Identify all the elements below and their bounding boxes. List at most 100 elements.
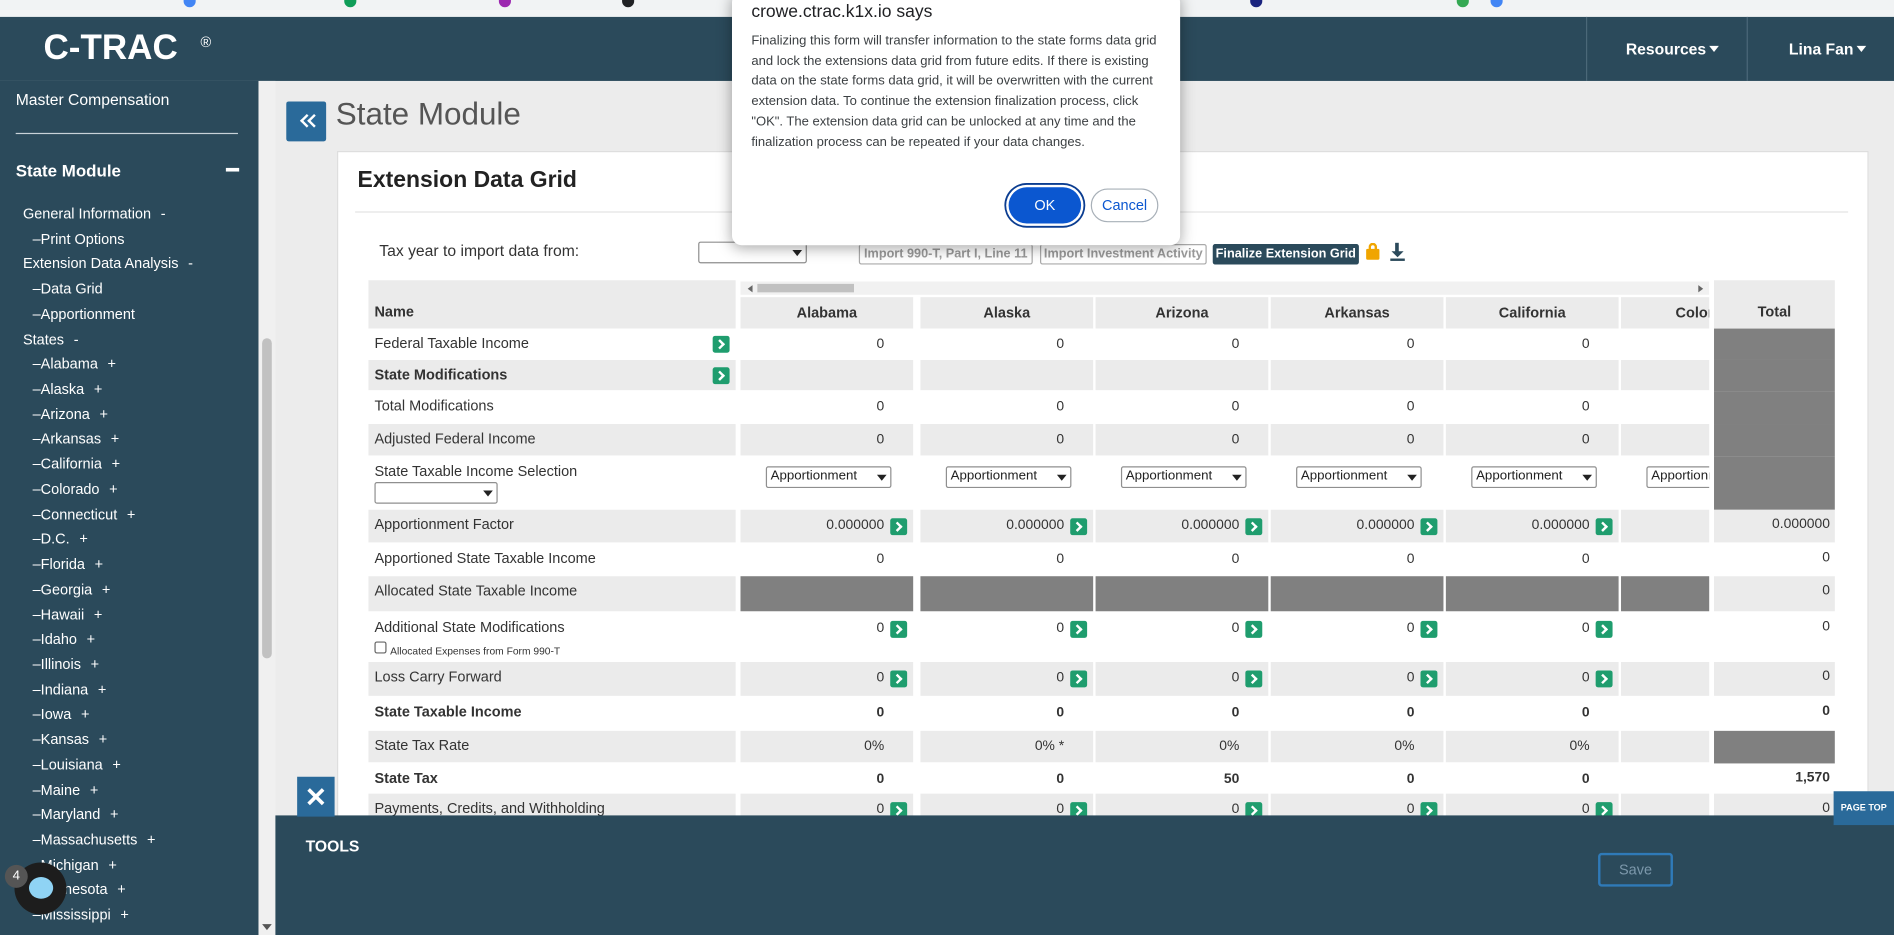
chevron [1597, 624, 1609, 635]
sidebar-row[interactable]: –Data Grid [33, 280, 103, 297]
column-header: Name [374, 303, 414, 321]
toolbar-button[interactable]: Import 990-T, Part I, Line 11 [858, 244, 1033, 265]
sidebar-toggle: + [109, 480, 118, 498]
arrow-button[interactable] [1070, 802, 1088, 820]
sidebar-row[interactable]: –Alaska + [33, 381, 103, 398]
sidebar-row[interactable]: Extension Data Analysis - [23, 255, 193, 272]
arrow-button[interactable] [712, 367, 730, 385]
sidebar-row[interactable]: –Connecticut + [33, 506, 136, 523]
arrow-button[interactable] [1595, 802, 1613, 820]
arrow-button[interactable] [890, 620, 908, 638]
cell-value: 0 [1406, 705, 1415, 720]
sidebar-row[interactable]: –Maryland + [33, 806, 119, 823]
sidebar-item: –Alaska [32, 380, 85, 398]
sidebar-row[interactable]: –Maine + [33, 781, 99, 798]
arrow-button[interactable] [712, 335, 730, 353]
arrow-button[interactable] [1420, 620, 1438, 638]
arrow-button[interactable] [1595, 518, 1613, 536]
sidebar-row[interactable]: –Indiana + [33, 681, 107, 698]
toolbar-button[interactable]: Finalize Extension Grid [1212, 244, 1359, 265]
cell-value: 0 [1056, 432, 1065, 447]
close-button[interactable] [297, 776, 335, 817]
checkbox[interactable] [374, 641, 387, 654]
back-button[interactable] [286, 101, 327, 142]
sidebar-link[interactable]: Master Compensation [15, 90, 170, 109]
name-cell [368, 730, 736, 763]
sidebar-row[interactable]: –Georgia + [33, 581, 111, 598]
sidebar-row[interactable]: –Apportionment [33, 305, 135, 322]
arrow-button[interactable] [1420, 670, 1438, 688]
sidebar-row[interactable]: –Print Options [33, 230, 125, 247]
arrow-button[interactable] [1245, 670, 1263, 688]
select[interactable] [374, 481, 498, 504]
scroll-thumb [262, 338, 272, 659]
cell-value: 0 [1581, 337, 1590, 352]
collapse-icon[interactable] [225, 167, 240, 172]
sidebar-row[interactable]: –California + [33, 456, 120, 473]
sidebar-row[interactable]: –Illinois + [33, 656, 99, 673]
sidebar-row[interactable]: –Alabama + [33, 356, 116, 373]
toolbar-button[interactable]: Import Investment Activity [1040, 244, 1207, 265]
page-top-button[interactable]: PAGE TOP [1833, 791, 1894, 826]
sidebar-toggle: + [80, 705, 90, 723]
column-header: California [1498, 304, 1566, 322]
save-button[interactable]: Save [1598, 852, 1673, 887]
sidebar-row[interactable]: –Arkansas + [33, 431, 120, 448]
arrow-button[interactable] [890, 670, 908, 688]
arrow-button[interactable] [1070, 620, 1088, 638]
row-label: Apportioned State Taxable Income [374, 549, 596, 567]
cell-value: 0 [1581, 620, 1590, 636]
arrow-button[interactable] [1245, 802, 1263, 820]
arrow-button[interactable] [890, 802, 908, 820]
scroll-thumb[interactable] [757, 283, 854, 293]
nav-item[interactable]: Lina Fan [1789, 40, 1867, 58]
arrow-button[interactable] [890, 518, 908, 536]
header-cell [1095, 297, 1269, 329]
select-value: Apportionment [1476, 468, 1563, 484]
data-cell [1621, 612, 1710, 661]
sidebar-row[interactable]: –Massachusetts + [33, 831, 156, 848]
row-label: State Tax [374, 769, 438, 787]
sidebar-section[interactable]: State Module [15, 160, 121, 180]
arrow-button[interactable] [1595, 670, 1613, 688]
cell-value: 0 [1231, 620, 1240, 636]
bookmark-icon [1490, 0, 1503, 8]
sidebar-row[interactable]: –D.C. + [33, 531, 88, 548]
sidebar-row[interactable]: –Hawaii + [33, 606, 103, 623]
sidebar-row[interactable]: General Information - [23, 205, 166, 222]
sidebar-row[interactable]: –Colorado + [33, 481, 118, 498]
sidebar-toggle: + [99, 405, 108, 423]
sidebar-row[interactable]: –Louisiana + [33, 756, 121, 773]
select[interactable]: Apportionment [1646, 466, 1710, 489]
data-cell [920, 697, 1094, 730]
select[interactable]: Apportionment [1296, 466, 1422, 489]
sidebar-group: States [22, 330, 65, 348]
lock-icon[interactable] [1366, 242, 1380, 260]
select[interactable]: Apportionment [765, 466, 892, 489]
sidebar-row[interactable]: –Iowa + [33, 706, 90, 723]
data-cell [1095, 697, 1269, 730]
dialog-ok[interactable]: OK [1008, 187, 1082, 224]
select[interactable]: Apportionment [945, 466, 1072, 489]
download-icon[interactable] [1390, 242, 1405, 262]
arrow-button[interactable] [1070, 670, 1088, 688]
arrow-button[interactable] [1245, 518, 1263, 536]
sidebar-row[interactable]: –Florida + [33, 556, 104, 573]
sidebar-item: –Data Grid [32, 280, 103, 298]
arrow-button[interactable] [1420, 518, 1438, 536]
dialog-cancel[interactable]: Cancel [1090, 188, 1159, 223]
arrow-button[interactable] [1070, 518, 1088, 536]
arrow-button[interactable] [1420, 802, 1438, 820]
column-header: Arkansas [1324, 304, 1390, 322]
sidebar-row[interactable]: –Idaho + [33, 631, 95, 648]
sidebar-row[interactable]: –Arizona + [33, 406, 108, 423]
arrow-button[interactable] [1595, 620, 1613, 638]
data-cell [920, 612, 1094, 661]
sidebar-row[interactable]: –Kansas + [33, 731, 108, 748]
nav-item[interactable]: Resources [1626, 40, 1720, 58]
select[interactable]: Apportionment [1471, 466, 1597, 489]
arrow-button[interactable] [1245, 620, 1263, 638]
sidebar-row[interactable]: States - [23, 331, 79, 348]
sidebar-rule [15, 132, 238, 135]
select[interactable]: Apportionment [1120, 466, 1247, 489]
